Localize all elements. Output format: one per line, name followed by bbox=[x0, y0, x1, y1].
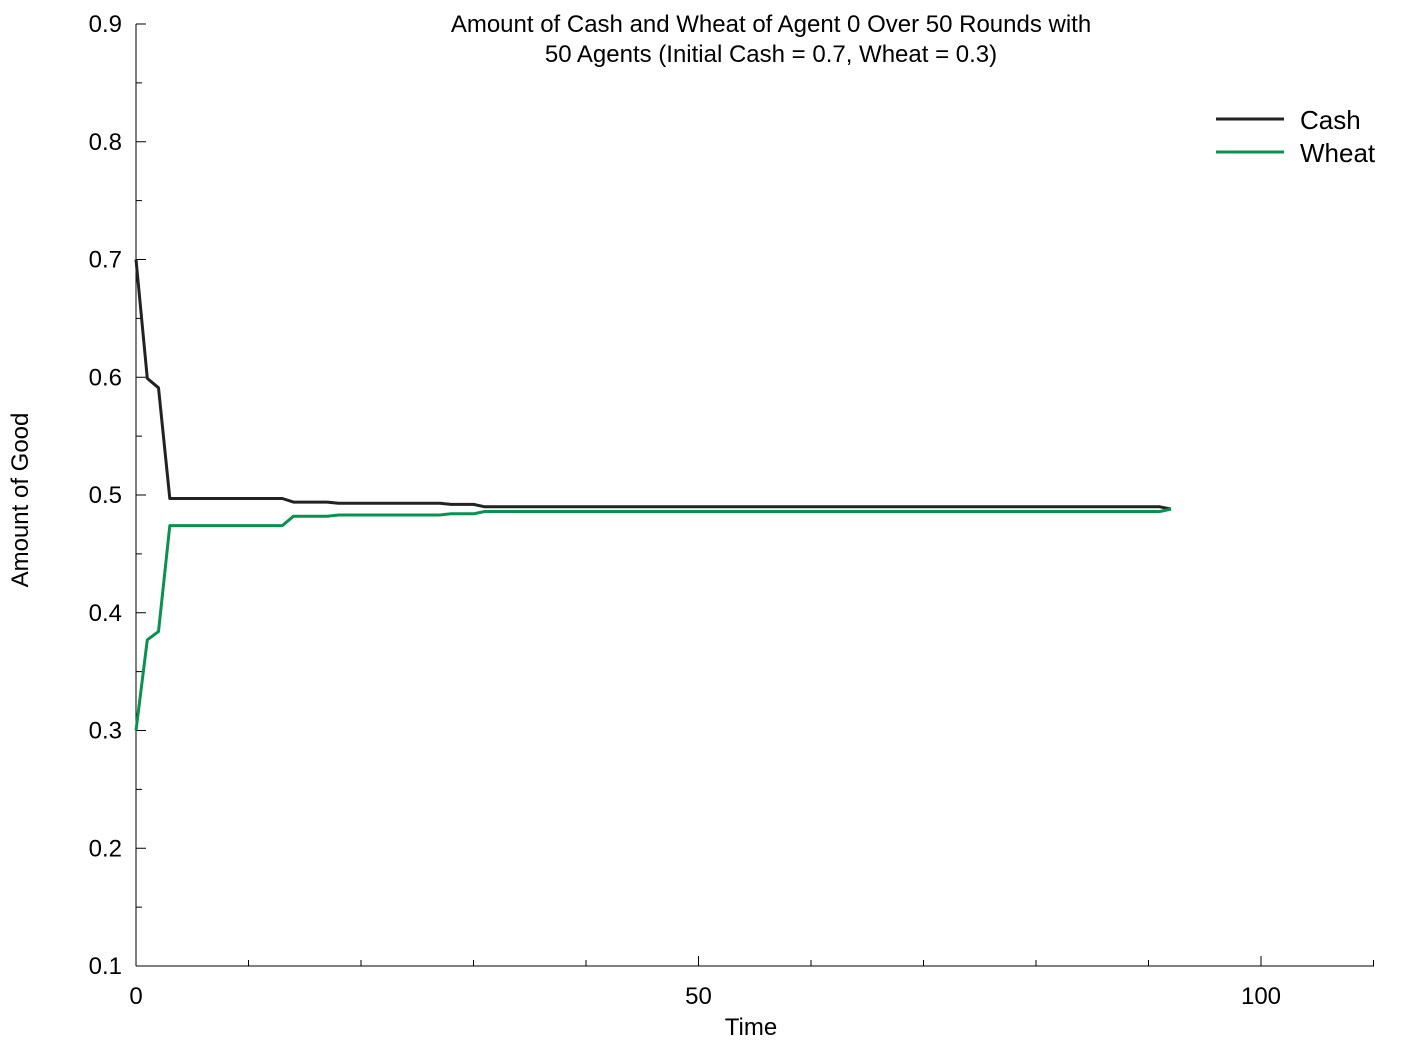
y-axis-ticks: 0.1 0.2 0.3 0.4 0.5 0.6 0.7 0.8 0.9 bbox=[89, 11, 146, 980]
y-tick-label: 0.3 bbox=[89, 718, 122, 745]
series-lines bbox=[134, 259, 1172, 731]
y-tick-label: 0.6 bbox=[89, 364, 122, 391]
y-tick-label: 0.4 bbox=[89, 600, 122, 627]
x-tick-label: 100 bbox=[1241, 983, 1281, 1010]
y-tick-label: 0.5 bbox=[89, 482, 122, 509]
x-tick-label: 0 bbox=[129, 983, 142, 1010]
y-tick-label: 0.1 bbox=[89, 953, 122, 980]
x-tick-label: 50 bbox=[685, 983, 712, 1010]
x-axis-ticks: 0 50 100 bbox=[129, 956, 1374, 1010]
chart-title-line-1: Amount of Cash and Wheat of Agent 0 Over… bbox=[451, 11, 1091, 38]
y-tick-label: 0.8 bbox=[89, 129, 122, 156]
y-tick-label: 0.7 bbox=[89, 247, 122, 274]
chart-title-line-2: 50 Agents (Initial Cash = 0.7, Wheat = 0… bbox=[545, 41, 997, 68]
x-axis-label: Time bbox=[725, 1014, 777, 1041]
y-axis-label: Amount of Good bbox=[7, 413, 34, 588]
legend-label-wheat: Wheat bbox=[1300, 138, 1376, 168]
y-tick-label: 0.2 bbox=[89, 835, 122, 862]
legend-label-cash: Cash bbox=[1300, 105, 1361, 135]
y-tick-label: 0.9 bbox=[89, 11, 122, 38]
series-line-cash bbox=[134, 259, 1172, 511]
series-line-wheat bbox=[134, 507, 1172, 731]
